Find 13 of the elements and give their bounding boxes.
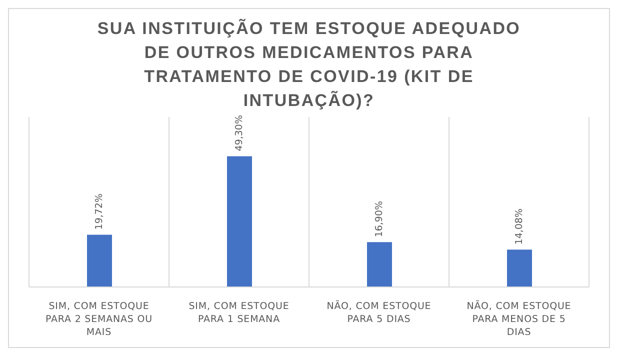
bar xyxy=(227,156,252,287)
data-label: 19,72% xyxy=(94,193,106,230)
bar xyxy=(507,250,532,287)
x-tick-label: SIM, COM ESTOQUE PARA 2 SEMANAS OU MAIS xyxy=(45,301,153,338)
data-label: 16,90% xyxy=(374,200,386,238)
bar xyxy=(87,234,112,287)
data-label: 49,30% xyxy=(234,114,246,152)
data-label: 14,08% xyxy=(514,208,526,245)
bar xyxy=(367,242,392,287)
x-tick-label: NÃO, COM ESTOQUE PARA MENOS DE 5 DIAS xyxy=(466,300,572,338)
x-tick-label: NÃO, COM ESTOQUE PARA 5 DIAS xyxy=(326,300,432,325)
x-tick-label: SIM, COM ESTOQUE PARA 1 SEMANA xyxy=(188,301,290,325)
chart-title: SUA INSTITUIÇÃO TEM ESTOQUE ADEQUADO DE OUTROS MEDICAMENTOS PARA TRATAMENTO DE COVID-19 (KIT DE INTUBAÇÃO)? xyxy=(96,18,522,112)
